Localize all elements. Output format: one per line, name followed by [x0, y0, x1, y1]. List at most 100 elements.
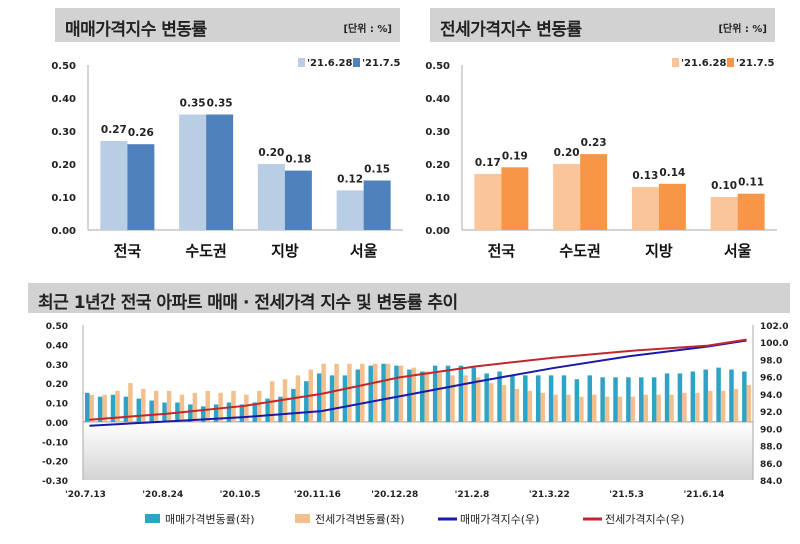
data-label: 0.19	[502, 150, 528, 162]
bar	[580, 154, 608, 230]
bar	[127, 144, 155, 230]
data-label: 0.14	[659, 167, 685, 179]
bar	[553, 164, 581, 230]
bar	[501, 385, 507, 422]
y-tick-label: 0.10	[425, 193, 450, 204]
left-tick-label: 0.40	[46, 341, 68, 351]
bar	[613, 377, 618, 422]
bar	[244, 394, 249, 422]
right-tick-label: 86.0	[760, 460, 782, 470]
bar	[488, 383, 494, 422]
bar	[720, 390, 726, 422]
sale-panel-unit: [단위 : %]	[343, 24, 392, 35]
x-tick-label: '21.3.22	[529, 490, 570, 500]
bar	[476, 377, 481, 422]
left-tick-label: 0.50	[46, 322, 68, 332]
bar	[703, 369, 708, 422]
bar	[710, 197, 738, 230]
jeonse-panel-header: 전세가격지수 변동률 [단위 : %]	[430, 8, 775, 42]
right-tick-label: 96.0	[760, 374, 782, 384]
bar	[363, 180, 391, 230]
trend-panel-title: 최근 1년간 전국 아파트 매매 · 전세가격 지수 및 변동률 추이	[38, 293, 458, 313]
bar	[630, 396, 636, 422]
bar	[626, 377, 631, 422]
bar	[141, 388, 146, 422]
bar	[587, 375, 592, 422]
legend-label: 매매가격변동률(좌)	[165, 513, 255, 526]
bar	[729, 369, 734, 422]
legend-label: 전세가격지수(우)	[605, 513, 684, 526]
y-tick-label: 0.00	[425, 226, 450, 237]
bar	[257, 164, 285, 230]
bar	[746, 385, 752, 422]
x-tick-label: '20.7.13	[65, 490, 106, 500]
legend-swatch	[298, 58, 305, 67]
bar	[497, 371, 502, 422]
y-tick-label: 0.00	[51, 226, 76, 237]
right-tick-label: 100.0	[760, 339, 788, 349]
bar	[381, 363, 386, 422]
legend-label: '21.6.28	[307, 58, 352, 69]
bar	[682, 392, 687, 422]
trend-panel-header: 최근 1년간 전국 아파트 매매 · 전세가격 지수 및 변동률 추이	[28, 283, 790, 313]
right-tick-label: 88.0	[760, 443, 782, 453]
category-label: 지방	[271, 242, 299, 260]
x-tick-label: '20.11.16	[294, 490, 341, 500]
sale-panel-header: 매매가격지수 변동률 [단위 : %]	[55, 8, 400, 42]
bar	[394, 365, 399, 422]
bar	[153, 390, 159, 422]
bar	[639, 377, 644, 422]
y-tick-label: 0.40	[425, 94, 450, 105]
bar	[664, 373, 670, 422]
bar	[278, 396, 283, 422]
bar	[265, 398, 270, 422]
left-tick-label: -0.10	[42, 438, 68, 448]
legend-swatch	[295, 514, 310, 523]
bar	[188, 404, 193, 422]
x-tick-label: '21.6.14	[683, 490, 724, 500]
left-tick-label: -0.20	[42, 458, 68, 468]
bar	[424, 371, 429, 422]
bar	[257, 390, 262, 422]
data-label: 0.12	[337, 173, 363, 185]
index-line	[89, 339, 747, 427]
bar	[85, 392, 90, 422]
right-tick-label: 98.0	[760, 356, 782, 366]
y-tick-label: 0.50	[425, 61, 450, 72]
bar	[336, 190, 364, 230]
legend-label: '21.7.5	[736, 58, 775, 69]
bar	[347, 363, 352, 422]
bar	[742, 371, 747, 422]
right-tick-label: 94.0	[760, 391, 782, 401]
left-tick-label: 0.20	[46, 380, 68, 390]
bar	[304, 381, 309, 422]
bar	[561, 375, 567, 422]
bar	[295, 375, 301, 422]
bar	[501, 167, 529, 230]
bar	[360, 363, 365, 422]
bar	[372, 363, 378, 422]
bar	[205, 390, 210, 422]
index-line	[89, 338, 747, 421]
bar	[316, 373, 322, 422]
y-tick-label: 0.10	[51, 193, 76, 204]
category-label: 서울	[350, 242, 378, 260]
bar	[527, 390, 533, 422]
data-label: 0.20	[258, 147, 284, 159]
data-label: 0.23	[581, 137, 607, 149]
bar	[707, 390, 713, 422]
data-label: 0.35	[207, 98, 233, 110]
legend-swatch	[727, 58, 734, 67]
right-tick-label: 90.0	[760, 425, 782, 435]
bar	[690, 371, 696, 422]
bar	[89, 394, 94, 422]
y-tick-label: 0.50	[51, 61, 76, 72]
data-label: 0.27	[101, 124, 127, 136]
bar	[368, 365, 373, 422]
bar	[179, 394, 185, 422]
bar	[474, 173, 502, 230]
legend-swatch	[353, 58, 360, 67]
bar	[334, 363, 339, 422]
bar	[643, 394, 649, 422]
y-tick-label: 0.20	[425, 160, 450, 171]
